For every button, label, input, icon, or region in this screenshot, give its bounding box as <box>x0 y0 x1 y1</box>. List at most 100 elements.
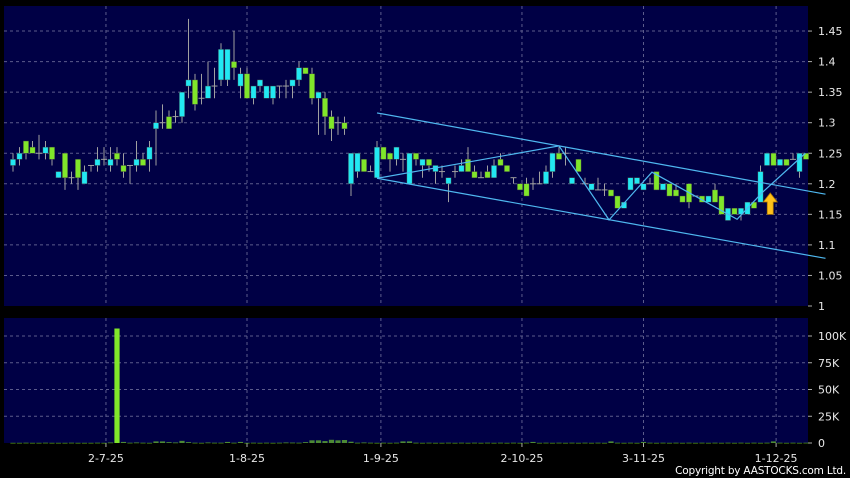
candle <box>348 153 354 197</box>
candle <box>705 195 712 203</box>
candle-body <box>120 165 127 172</box>
candle-body <box>328 116 335 130</box>
candle <box>549 153 556 178</box>
price-tick-label: 1.25 <box>818 147 843 160</box>
candle-body <box>49 146 55 160</box>
volume-bar <box>192 442 198 444</box>
candle <box>328 110 335 142</box>
candle-body <box>81 171 88 185</box>
volume-bar <box>309 440 315 443</box>
candle <box>536 171 543 185</box>
candle <box>595 177 601 191</box>
volume-bar <box>367 442 374 444</box>
trendline-zigzag <box>376 145 806 221</box>
candle <box>406 153 413 184</box>
volume-bar <box>315 440 322 443</box>
candle <box>783 159 790 166</box>
volume-bar <box>166 442 172 443</box>
candle <box>36 134 42 160</box>
candle-body <box>348 153 354 184</box>
candle <box>153 110 159 166</box>
volume-bar <box>426 442 432 444</box>
candle <box>140 153 146 166</box>
candle <box>517 183 523 191</box>
volume-bar <box>361 442 367 444</box>
candle-body <box>42 146 49 154</box>
candle-body <box>114 153 120 160</box>
candle <box>452 165 458 178</box>
volume-bar <box>543 442 549 444</box>
candle-body <box>679 195 686 203</box>
volume-bar <box>790 442 796 444</box>
volume-bar <box>36 442 42 444</box>
volume-bar <box>289 442 296 444</box>
candle-body <box>270 85 276 99</box>
candle-body <box>296 67 302 81</box>
candle-body <box>465 159 471 172</box>
volume-bar <box>556 442 562 444</box>
candle-body <box>705 195 712 203</box>
candle <box>42 141 49 160</box>
candle-body <box>133 159 140 166</box>
volume-bar <box>478 442 484 444</box>
volume-bar <box>127 442 133 444</box>
candle <box>361 159 367 172</box>
candle <box>289 79 296 99</box>
candle-body <box>250 85 257 99</box>
volume-bar <box>491 442 497 444</box>
candle-body <box>803 153 809 160</box>
candle <box>10 153 16 172</box>
candle <box>777 159 783 166</box>
volume-bar <box>94 442 101 444</box>
volume-bar <box>601 442 608 444</box>
candle <box>120 153 127 178</box>
candle <box>439 165 445 178</box>
candle <box>354 153 361 178</box>
candle-body <box>205 85 211 99</box>
candle <box>445 177 452 203</box>
candle-body <box>146 146 153 160</box>
candle <box>634 177 640 185</box>
candle-body <box>426 159 432 166</box>
candle-body <box>556 153 562 160</box>
volume-bar <box>231 442 237 444</box>
candle-body <box>666 183 673 197</box>
candle-body <box>289 79 296 87</box>
candle <box>647 177 653 185</box>
volume-bar <box>42 442 49 444</box>
volume-bar <box>257 442 263 444</box>
volume-bar <box>120 441 127 443</box>
price-tick-label: 1.45 <box>818 25 843 38</box>
volume-bar <box>49 442 55 444</box>
volume-bar <box>335 440 341 443</box>
candle <box>400 153 406 172</box>
candle <box>205 61 211 99</box>
candle <box>159 104 166 129</box>
price-tick-label: 1 <box>818 300 825 313</box>
candle <box>179 91 185 123</box>
volume-bar <box>75 442 81 444</box>
date-tick-label: 2-7-25 <box>88 452 124 465</box>
candle <box>335 116 341 135</box>
volume-bar <box>341 440 348 443</box>
candle-body <box>718 195 725 215</box>
candle <box>127 164 133 184</box>
candle-body <box>218 49 224 81</box>
candle-body <box>413 153 419 160</box>
volume-bar <box>621 442 627 444</box>
candle-body <box>608 189 614 197</box>
volume-bar <box>634 442 640 444</box>
candle-body <box>361 159 367 172</box>
volume-bar <box>445 442 452 444</box>
candle <box>29 141 36 154</box>
price-tick-label: 1.1 <box>818 239 836 252</box>
candle-body <box>517 183 523 191</box>
candle-body <box>712 189 718 203</box>
candle <box>764 153 770 166</box>
candle <box>601 183 608 197</box>
candle <box>322 92 328 135</box>
candle-body <box>614 195 621 209</box>
volume-bar <box>354 442 361 444</box>
price-tick-label: 1.2 <box>818 178 836 191</box>
candle <box>263 85 270 99</box>
